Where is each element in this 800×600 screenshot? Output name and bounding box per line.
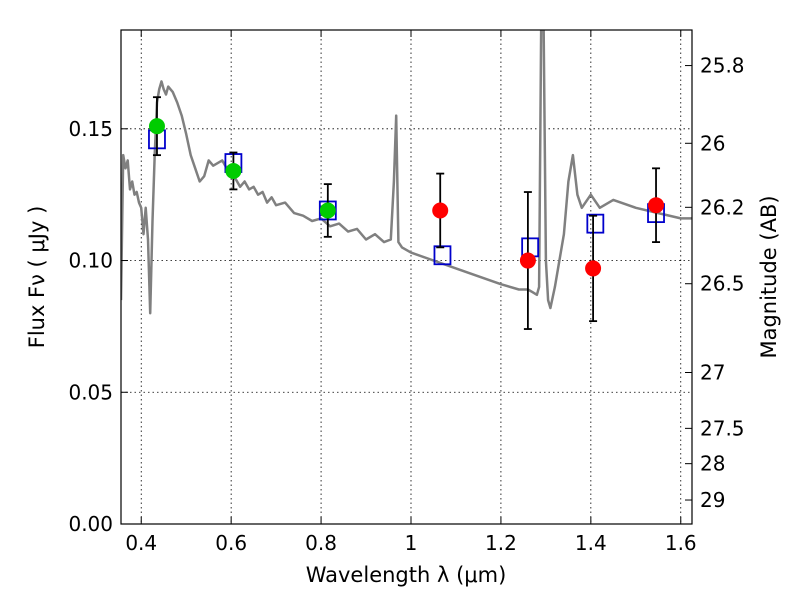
plot-frame [120,29,693,525]
axis-ticks: 0.4 0.6 0.8 1 1.2 1.4 1.6 0.00 0.05 0.10 0.15 25.8 2… [68,30,745,555]
y2-tick-label: 26 [700,131,725,155]
x-tick-label: 0.4 [125,531,157,555]
template-spectrum-line [121,30,692,315]
y2-tick-label: 26.2 [700,195,745,219]
y-tick-label: 0.10 [68,249,113,273]
x-tick-label: 1.2 [485,531,517,555]
y-tick-label: 0.05 [68,380,113,404]
y2-tick-label: 27 [700,361,725,385]
model-square-marker [433,245,452,266]
y-tick-label: 0.15 [68,117,113,141]
x-tick-label: 1 [405,531,418,555]
x-tick-label: 0.6 [215,531,247,555]
observed-red-point [648,197,665,214]
y2-tick-label: 28 [700,452,725,476]
y2-tick-label: 26.5 [700,272,745,296]
observed-green-point [148,118,165,135]
y-axis-label: Flux Fν ( μJy ) [25,206,49,349]
observed-green-point [319,202,336,219]
observed-red-point [585,260,602,277]
observed-green-point [225,162,242,179]
y-tick-label: 0.00 [68,512,113,536]
observed-red-point [519,252,536,269]
data-layer [121,30,692,330]
x-axis-label: Wavelength λ (μm) [306,563,507,587]
x-tick-label: 0.8 [305,531,337,555]
observed-red-point [432,202,449,219]
y2-tick-label: 25.8 [700,54,745,78]
x-tick-label: 1.4 [575,531,607,555]
model-square-marker [586,213,605,234]
y2-tick-label: 27.5 [700,416,745,440]
y2-tick-label: 29 [700,488,725,512]
grid-lines [121,30,692,524]
x-tick-label: 1.6 [665,531,697,555]
y2-axis-label: Magnitude (AB) [757,195,781,358]
